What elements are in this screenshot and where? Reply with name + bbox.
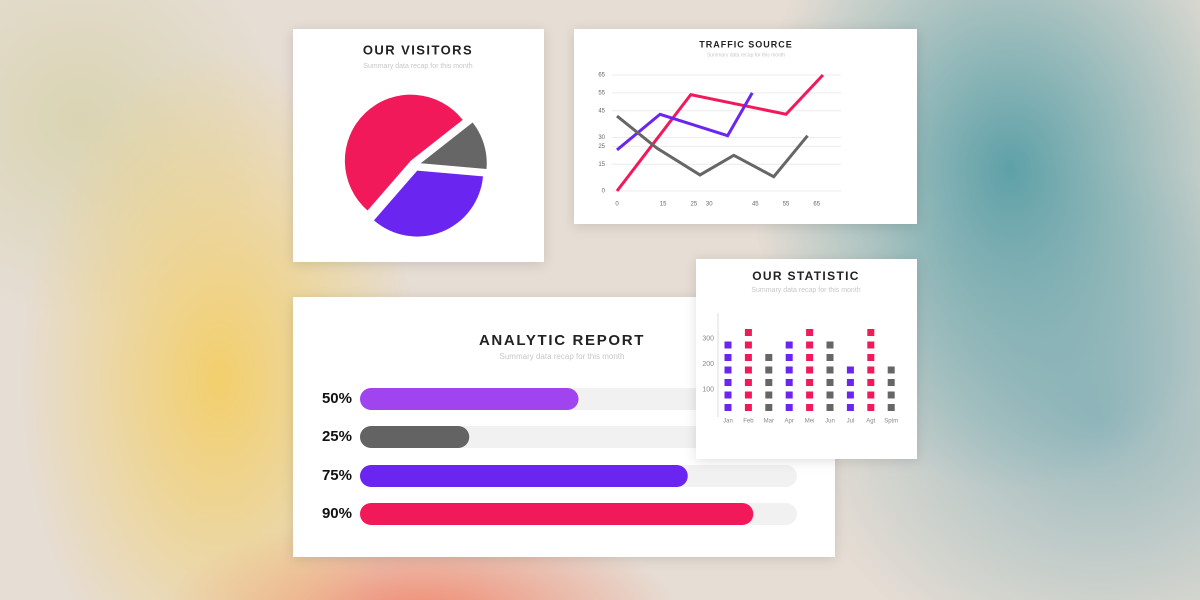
percent-label: 90% [322, 505, 352, 522]
pie-slice [420, 122, 487, 170]
card-title: OUR STATISTIC [752, 269, 860, 283]
x-tick-label: Feb [743, 419, 754, 425]
x-tick-label: Jun [825, 419, 835, 425]
x-tick-label: Jan [723, 419, 733, 425]
y-tick-label: 0 [602, 189, 606, 195]
card-title: ANALYTIC REPORT [479, 332, 645, 349]
x-tick-label: Apr [785, 419, 794, 425]
y-tick-label: 65 [598, 73, 605, 79]
card-subtitle: Summary data recap for this month [751, 287, 860, 294]
x-tick-label: Jul [847, 419, 855, 425]
card: OUR STATISTIC Summary data recap for this… [696, 259, 917, 459]
card-subtitle: Summary data recap for this month [707, 52, 785, 58]
y-tick-label: 200 [702, 361, 714, 368]
progress-bar [360, 388, 579, 410]
y-tick-label: 25 [598, 144, 605, 150]
y-tick-label: 15 [598, 162, 605, 168]
x-tick-label: 55 [783, 202, 790, 208]
progress-bar [360, 426, 470, 448]
card-subtitle: Summary data recap for this month [363, 63, 472, 70]
x-tick-label: 45 [752, 202, 759, 208]
x-tick-label: 0 [615, 202, 619, 208]
x-tick-label: Mar [764, 419, 774, 425]
x-tick-label: Agt [866, 419, 875, 425]
x-tick-label: 25 [690, 202, 697, 208]
y-tick-label: 55 [598, 90, 605, 96]
x-tick-label: 15 [660, 202, 667, 208]
y-tick-label: 100 [702, 386, 714, 393]
x-tick-label: 30 [706, 202, 713, 208]
y-tick-label: 300 [702, 335, 714, 342]
pie-slice [373, 170, 483, 237]
card: OUR VISITORS Summary data recap for this … [293, 29, 544, 262]
progress-bar [360, 465, 688, 487]
percent-label: 25% [322, 428, 352, 445]
line-series [616, 114, 809, 179]
x-tick-label: Sptm [884, 419, 898, 425]
card-title: TRAFFIC SOURCE [699, 39, 793, 49]
card: TRAFFIC SOURCE Summary data recap for thi… [574, 29, 917, 224]
progress-bar [360, 503, 754, 525]
pie-slice [344, 94, 463, 211]
percent-label: 50% [322, 390, 352, 407]
card-title: OUR VISITORS [363, 42, 473, 57]
percent-label: 75% [322, 467, 352, 484]
y-tick-label: 45 [598, 108, 605, 114]
progress-track [360, 426, 797, 448]
line-series [615, 73, 825, 192]
x-tick-label: Mei [805, 419, 815, 425]
x-tick-label: 65 [813, 202, 820, 208]
y-tick-label: 30 [598, 135, 605, 141]
card-subtitle: Summary data recap for this month [500, 352, 625, 361]
